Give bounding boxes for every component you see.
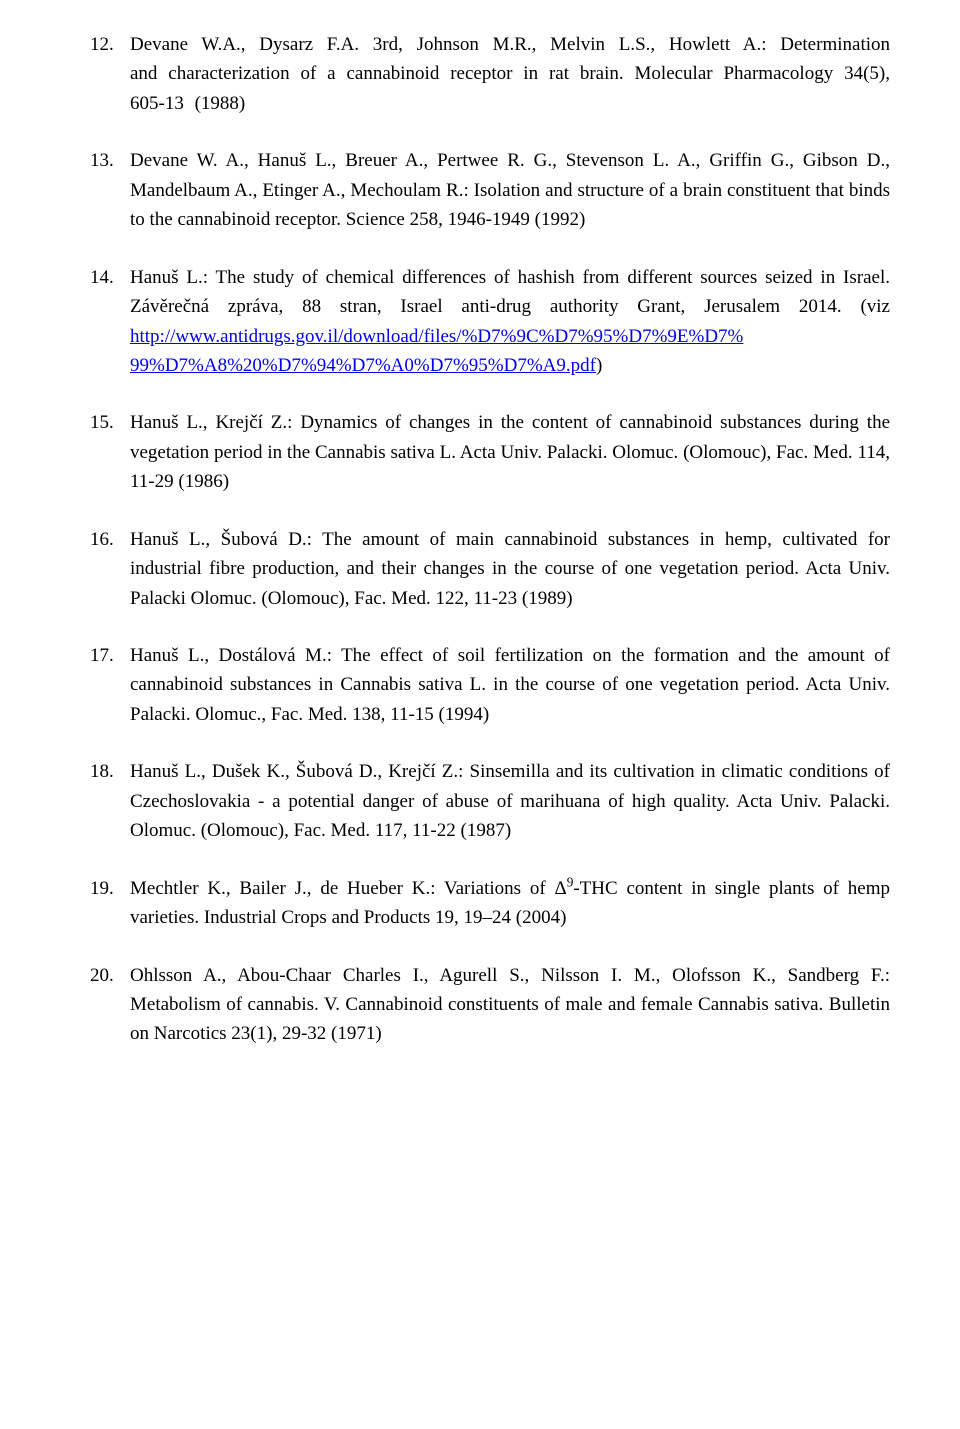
reference-text: Ohlsson A., Abou-Chaar Charles I., Agure… [130, 965, 890, 1045]
reference-item-14: Hanuš L.: The study of chemical differen… [90, 263, 890, 381]
reference-item-12: Devane W.A., Dysarz F.A. 3rd, Johnson M.… [90, 30, 890, 118]
reference-item-19: Mechtler K., Bailer J., de Hueber K.: Va… [90, 874, 890, 933]
reference-text: Hanuš L., Šubová D.: The amount of main … [130, 529, 890, 609]
reference-text: Devane W. A., Hanuš L., Breuer A., Pertw… [130, 150, 890, 230]
reference-text: Devane W.A., Dysarz F.A. 3rd, Johnson M.… [130, 34, 890, 114]
reference-list: Devane W.A., Dysarz F.A. 3rd, Johnson M.… [90, 30, 890, 1049]
reference-item-16: Hanuš L., Šubová D.: The amount of main … [90, 525, 890, 613]
reference-item-13: Devane W. A., Hanuš L., Breuer A., Pertw… [90, 146, 890, 234]
reference-text-post: ) [596, 355, 602, 376]
reference-item-17: Hanuš L., Dostálová M.: The effect of so… [90, 641, 890, 729]
reference-item-18: Hanuš L., Dušek K., Šubová D., Krejčí Z.… [90, 757, 890, 845]
reference-text: Hanuš L.: The study of chemical differen… [130, 267, 890, 317]
reference-text: Hanuš L., Dušek K., Šubová D., Krejčí Z.… [130, 761, 890, 841]
reference-item-15: Hanuš L., Krejčí Z.: Dynamics of changes… [90, 408, 890, 496]
reference-item-20: Ohlsson A., Abou-Chaar Charles I., Agure… [90, 961, 890, 1049]
reference-text: Hanuš L., Dostálová M.: The effect of so… [130, 645, 890, 725]
reference-link[interactable]: http://www.antidrugs.gov.il/download/fil… [130, 326, 743, 376]
reference-text-pre: Mechtler K., Bailer J., de Hueber K.: Va… [130, 878, 567, 899]
reference-text: Hanuš L., Krejčí Z.: Dynamics of changes… [130, 412, 890, 492]
